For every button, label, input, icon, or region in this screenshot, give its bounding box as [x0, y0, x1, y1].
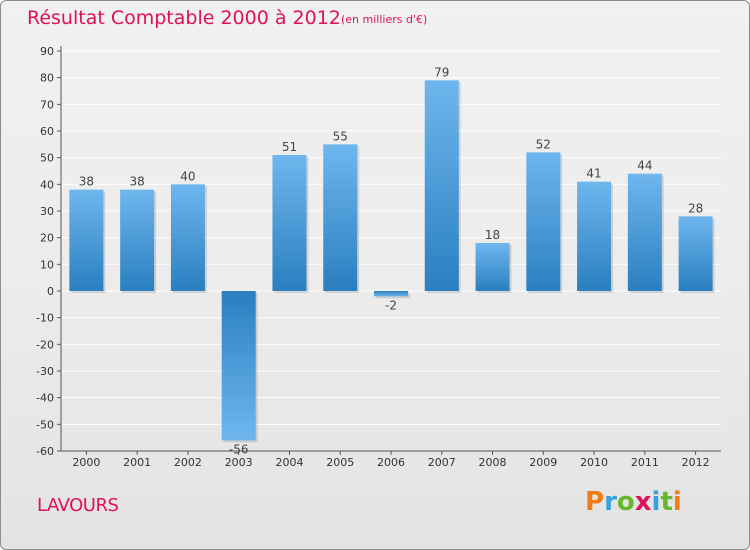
y-tick-label: 50 — [40, 152, 54, 165]
data-label-2001: 38 — [130, 175, 145, 189]
bar-2011 — [627, 173, 662, 291]
data-label-2002: 40 — [180, 169, 195, 183]
data-label-2008: 18 — [485, 228, 500, 242]
brand-letter: x — [634, 487, 652, 517]
y-tick-label: -40 — [36, 392, 54, 405]
brand-letter: o — [616, 487, 635, 517]
x-tick-label-2003: 2003 — [225, 456, 253, 469]
bar-2009 — [526, 152, 561, 291]
y-tick-label: -50 — [36, 418, 54, 431]
bar-2006 — [374, 291, 408, 297]
chart-title: Résultat Comptable 2000 à 2012 — [27, 7, 341, 29]
x-tick-label-2000: 2000 — [72, 456, 100, 469]
bar-2012 — [678, 216, 713, 291]
y-tick-label: 10 — [40, 258, 54, 271]
proxiti-logo: Proxiti — [585, 487, 682, 517]
x-tick-label-2004: 2004 — [275, 456, 303, 469]
x-tick-label-2008: 2008 — [479, 456, 507, 469]
data-label-2011: 44 — [637, 159, 652, 173]
data-label-2006: -2 — [385, 298, 397, 312]
data-label-2005: 55 — [333, 129, 348, 143]
data-label-2000: 38 — [79, 175, 94, 189]
chart-subtitle: (en milliers d'€) — [341, 13, 428, 26]
x-tick-label-2002: 2002 — [174, 456, 202, 469]
brand-letter: i — [651, 487, 661, 517]
y-tick-label: -20 — [36, 338, 54, 351]
x-tick-label-2009: 2009 — [529, 456, 557, 469]
y-tick-label: 90 — [40, 45, 54, 58]
x-tick-label-2011: 2011 — [631, 456, 659, 469]
brand-letter: r — [604, 487, 617, 517]
brand-letter: P — [585, 487, 605, 517]
x-tick-label-2001: 2001 — [123, 456, 151, 469]
data-label-2012: 28 — [688, 201, 703, 215]
bar-2002 — [170, 184, 205, 291]
y-tick-label: 60 — [40, 125, 54, 138]
bar-2010 — [577, 181, 612, 291]
data-label-2004: 51 — [282, 140, 297, 154]
y-tick-label: 0 — [47, 285, 54, 298]
x-tick-label-2007: 2007 — [428, 456, 456, 469]
y-tick-label: 80 — [40, 72, 54, 85]
x-tick-label-2012: 2012 — [682, 456, 710, 469]
brand-letter: t — [660, 487, 673, 517]
y-tick-label: -60 — [36, 445, 54, 458]
y-tick-label: 40 — [40, 178, 54, 191]
bar-2008 — [475, 243, 510, 291]
y-tick-label: 70 — [40, 98, 54, 111]
bar-2005 — [323, 144, 358, 291]
commune-name: LAVOURS — [37, 495, 119, 516]
data-label-2010: 41 — [586, 167, 601, 181]
bar-2007 — [424, 80, 459, 291]
bar-2001 — [120, 189, 155, 291]
bar-2003 — [221, 291, 256, 441]
data-label-2009: 52 — [536, 137, 551, 151]
x-tick-label-2006: 2006 — [377, 456, 405, 469]
data-label-2007: 79 — [434, 65, 449, 79]
bar-2004 — [272, 155, 307, 291]
y-tick-label: -30 — [36, 365, 54, 378]
x-tick-label-2010: 2010 — [580, 456, 608, 469]
brand-letter: i — [672, 487, 682, 517]
x-tick-label-2005: 2005 — [326, 456, 354, 469]
y-tick-label: 20 — [40, 232, 54, 245]
bar-2000 — [69, 189, 104, 291]
y-tick-label: 30 — [40, 205, 54, 218]
data-label-2003: -56 — [229, 442, 249, 456]
y-tick-label: -10 — [36, 312, 54, 325]
